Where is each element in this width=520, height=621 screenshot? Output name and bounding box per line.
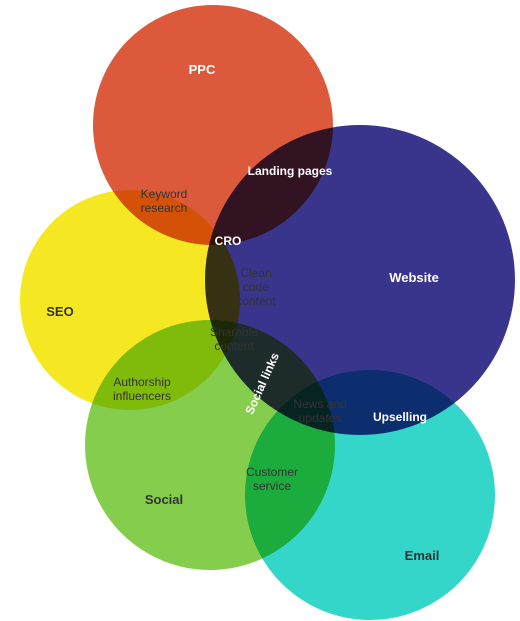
venn-diagram: PPCWebsiteSEOSocialEmailLanding pagesKey…	[0, 0, 520, 621]
circle-email	[245, 370, 495, 620]
